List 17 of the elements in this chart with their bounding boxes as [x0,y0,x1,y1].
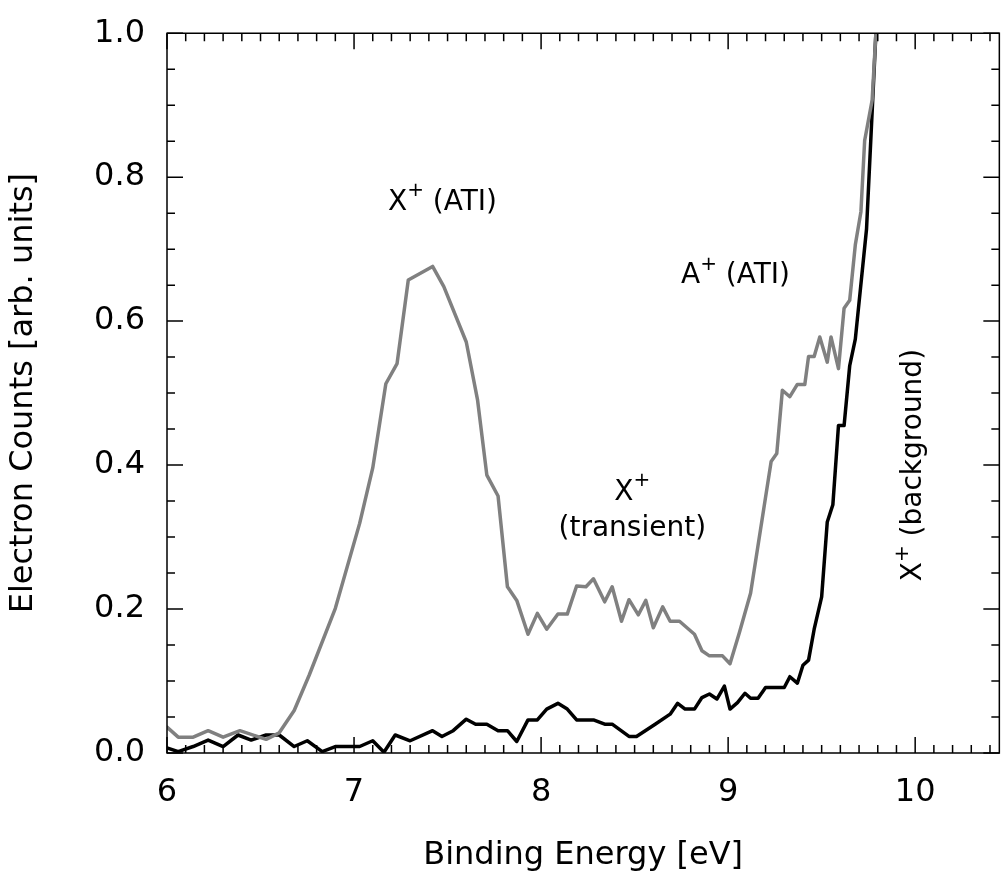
x-tick-label: 10 [894,770,936,809]
y-tick-label: 0.4 [94,443,145,482]
annotation: X+ (background) [888,348,928,582]
annotation: X+ (transient) [558,467,707,543]
annotation: X+ (ATI) [387,177,498,217]
y-tick-label: 0.8 [94,155,145,194]
y-tick-label: 0.2 [94,587,145,626]
x-tick-label: 6 [156,770,178,809]
x-axis-title: Binding Energy [eV] [423,834,744,873]
annotation: A+ (ATI) [680,250,790,291]
y-tick-label: 0.0 [94,731,145,770]
y-tick-label: 1.0 [94,11,145,50]
x-tick-label: 9 [717,770,739,809]
x-tick-label: 7 [343,770,365,809]
y-tick-label: 0.6 [94,299,145,338]
x-tick-label: 8 [530,770,552,809]
y-axis-title: Electron Counts [arb. units] [1,172,40,614]
